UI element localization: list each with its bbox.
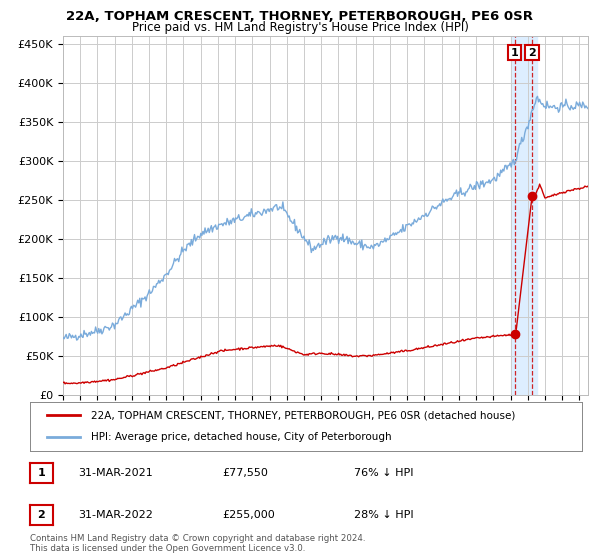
Text: 76% ↓ HPI: 76% ↓ HPI [354,468,413,478]
Text: Contains HM Land Registry data © Crown copyright and database right 2024.
This d: Contains HM Land Registry data © Crown c… [30,534,365,553]
Text: 31-MAR-2021: 31-MAR-2021 [78,468,153,478]
Text: 28% ↓ HPI: 28% ↓ HPI [354,510,413,520]
Text: 1: 1 [38,468,45,478]
Text: £255,000: £255,000 [222,510,275,520]
Text: Price paid vs. HM Land Registry's House Price Index (HPI): Price paid vs. HM Land Registry's House … [131,21,469,34]
Text: HPI: Average price, detached house, City of Peterborough: HPI: Average price, detached house, City… [91,432,391,442]
Text: £77,550: £77,550 [222,468,268,478]
Bar [511,36,537,395]
Text: 1: 1 [511,48,519,58]
Text: 22A, TOPHAM CRESCENT, THORNEY, PETERBOROUGH, PE6 0SR: 22A, TOPHAM CRESCENT, THORNEY, PETERBORO… [67,10,533,23]
Text: 31-MAR-2022: 31-MAR-2022 [78,510,153,520]
Text: 2: 2 [38,510,45,520]
Text: 2: 2 [528,48,536,58]
Text: 22A, TOPHAM CRESCENT, THORNEY, PETERBOROUGH, PE6 0SR (detached house): 22A, TOPHAM CRESCENT, THORNEY, PETERBORO… [91,410,515,421]
